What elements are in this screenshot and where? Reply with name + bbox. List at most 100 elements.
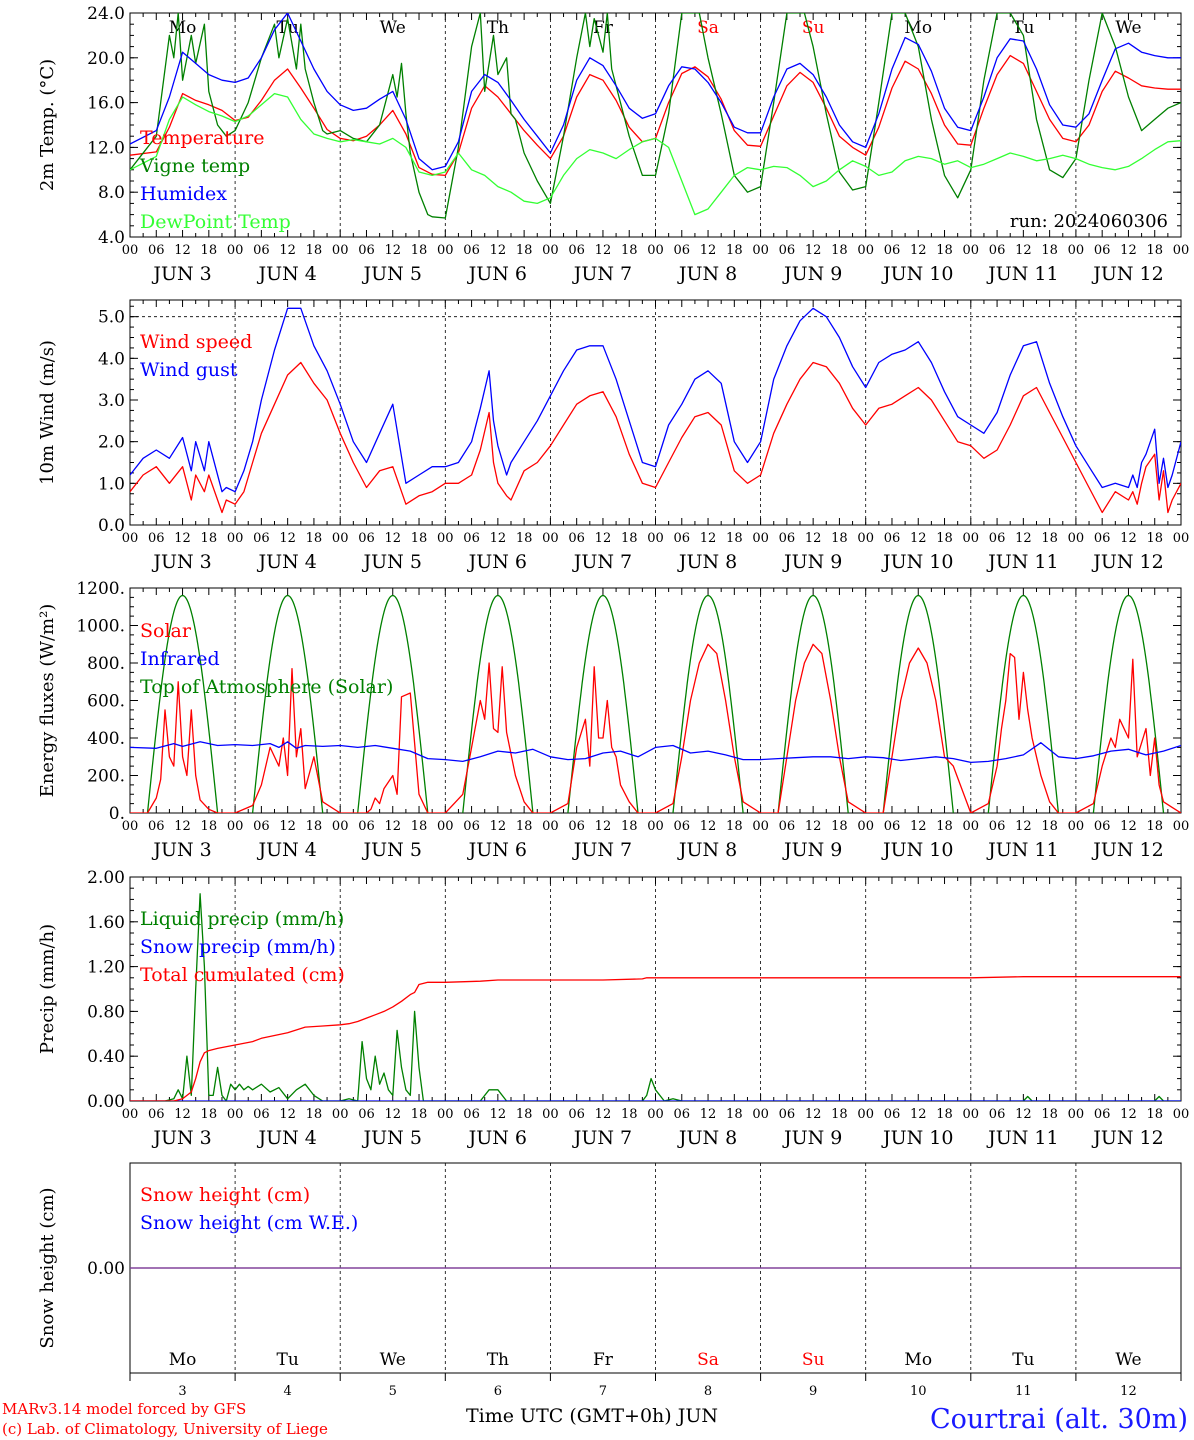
date-label: JUN 5 xyxy=(362,263,422,285)
x-tick-label: 06 xyxy=(884,243,901,258)
x-tick-label: 18 xyxy=(831,243,848,258)
date-label: JUN 4 xyxy=(256,839,316,861)
x-tick-label: 00 xyxy=(647,819,664,834)
x-tick-label: 18 xyxy=(936,531,953,546)
day-number-label: 5 xyxy=(389,1384,397,1399)
x-tick-label: 18 xyxy=(516,243,533,258)
x-tick-label: 06 xyxy=(568,819,585,834)
time-axis-label: Time UTC (GMT+0h) JUN xyxy=(466,1405,718,1427)
day-name-label: Su xyxy=(802,1350,825,1370)
x-tick-label: 06 xyxy=(884,531,901,546)
y-tick-label: 1000. xyxy=(76,617,125,637)
date-label: JUN 9 xyxy=(782,263,842,285)
date-label: JUN 11 xyxy=(986,551,1058,573)
series-top-of-atmosphere xyxy=(1092,594,1165,813)
x-tick-label: 06 xyxy=(884,819,901,834)
x-tick-label: 12 xyxy=(700,243,717,258)
date-label: JUN 12 xyxy=(1091,839,1163,861)
x-tick-label: 12 xyxy=(490,531,507,546)
day-name-label: We xyxy=(1115,1350,1141,1370)
x-tick-label: 06 xyxy=(358,243,375,258)
day-number-label: 4 xyxy=(284,1384,292,1399)
model-credit: MARv3.14 model forced by GFS xyxy=(2,1400,246,1418)
y-tick-label: 2.00 xyxy=(87,868,125,888)
x-tick-label: 18 xyxy=(831,819,848,834)
legend-entry: Humidex xyxy=(140,183,227,205)
x-tick-label: 06 xyxy=(779,531,796,546)
x-tick-label: 18 xyxy=(621,819,638,834)
legend-entry: Snow height (cm W.E.) xyxy=(140,1212,358,1234)
x-tick-label: 00 xyxy=(332,531,349,546)
x-tick-label: 12 xyxy=(1015,531,1032,546)
date-label: JUN 5 xyxy=(362,1127,422,1149)
x-tick-label: 00 xyxy=(963,819,980,834)
x-tick-label: 00 xyxy=(227,531,244,546)
copyright-credit: (c) Lab. of Climatology, University of L… xyxy=(2,1420,328,1438)
legend-entry: Vigne temp xyxy=(139,155,250,177)
x-tick-label: 06 xyxy=(253,531,270,546)
panel-wind: 0.0 1.0 2.0 3.0 4.0 5.0 10m Wind (m/s) 00 06 12 18… xyxy=(37,299,1190,573)
date-label: JUN 10 xyxy=(881,551,953,573)
x-tick-label: 18 xyxy=(726,819,743,834)
day-name-label: Tu xyxy=(1012,18,1034,38)
x-tick-label: 18 xyxy=(1146,819,1163,834)
y-tick-label: 1.0 xyxy=(98,474,125,494)
x-tick-label: 18 xyxy=(1146,531,1163,546)
x-tick-label: 00 xyxy=(647,531,664,546)
x-tick-label: 06 xyxy=(674,243,691,258)
x-tick-label: 06 xyxy=(463,819,480,834)
x-tick-label: 12 xyxy=(1120,819,1137,834)
x-tick-label: 06 xyxy=(358,1107,375,1122)
x-tick-label: 12 xyxy=(279,243,296,258)
y-tick-label: 24.0 xyxy=(87,4,125,24)
date-label: JUN 6 xyxy=(467,551,527,573)
x-tick-label: 00 xyxy=(752,531,769,546)
y-axis-label: Snow height (cm) xyxy=(37,1187,58,1348)
y-tick-label: 0.40 xyxy=(87,1047,125,1067)
x-tick-label: 18 xyxy=(306,243,323,258)
legend-entry: Infrared xyxy=(140,648,220,670)
x-tick-label: 00 xyxy=(857,819,874,834)
x-tick-label: 18 xyxy=(936,243,953,258)
panel-frame xyxy=(129,587,1182,814)
date-label: JUN 11 xyxy=(986,839,1058,861)
date-label: JUN 12 xyxy=(1091,551,1163,573)
x-tick-label: 00 xyxy=(227,819,244,834)
x-tick-label: 12 xyxy=(279,531,296,546)
series-total-cumulated-cm xyxy=(130,976,1181,1101)
plot-area xyxy=(130,893,1181,1101)
x-tick-label: 12 xyxy=(910,243,927,258)
date-label: JUN 7 xyxy=(572,839,632,861)
day-number-label: 12 xyxy=(1120,1384,1137,1399)
x-tick-label: 00 xyxy=(647,243,664,258)
date-label: JUN 10 xyxy=(881,263,953,285)
x-tick-label: 00 xyxy=(122,243,139,258)
series-top-of-atmosphere xyxy=(987,594,1060,813)
x-tick-label: 00 xyxy=(1068,531,1085,546)
x-tick-label: 12 xyxy=(700,531,717,546)
date-label: JUN 12 xyxy=(1091,263,1163,285)
x-tick-label: 18 xyxy=(1041,243,1058,258)
x-tick-label: 00 xyxy=(752,819,769,834)
day-name-label: Sa xyxy=(697,1350,719,1370)
panel-snow: 0.00 Snow height (cm) 3 4 5 6 7 8 9 10 11 12 Mo Tu We T… xyxy=(37,1162,1182,1399)
y-tick-label: 3.0 xyxy=(98,391,125,411)
day-name-label: We xyxy=(1115,18,1141,38)
x-tick-label: 06 xyxy=(674,1107,691,1122)
x-tick-label: 12 xyxy=(1120,531,1137,546)
y-tick-label: 0.80 xyxy=(87,1002,125,1022)
x-tick-label: 00 xyxy=(857,243,874,258)
day-name-label: Th xyxy=(487,18,509,38)
day-name-label: Mo xyxy=(904,1350,932,1370)
date-label: JUN 11 xyxy=(986,263,1058,285)
x-tick-label: 06 xyxy=(148,243,165,258)
x-tick-label: 18 xyxy=(831,1107,848,1122)
x-tick-label: 00 xyxy=(1173,531,1190,546)
x-tick-label: 12 xyxy=(595,531,612,546)
x-tick-label: 00 xyxy=(963,531,980,546)
x-tick-label: 18 xyxy=(1041,819,1058,834)
x-tick-label: 06 xyxy=(779,243,796,258)
day-number-label: 7 xyxy=(599,1384,607,1399)
x-tick-label: 00 xyxy=(752,243,769,258)
x-tick-label: 00 xyxy=(227,243,244,258)
